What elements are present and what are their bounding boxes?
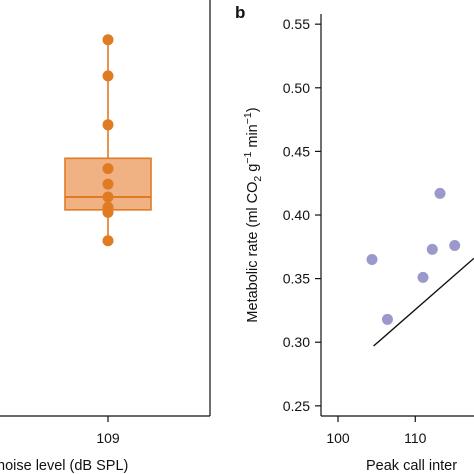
data-point xyxy=(102,206,114,218)
scatter-point xyxy=(449,240,461,252)
y-tick-label: 0.40 xyxy=(283,207,310,223)
y-tick-label: 0.45 xyxy=(283,143,310,159)
panel-a-points xyxy=(102,34,114,247)
y-tick-label: 0.50 xyxy=(283,80,310,96)
panel-b-x-axis-label: Peak call inter xyxy=(366,458,457,474)
scatter-point xyxy=(417,271,429,283)
panel-a-x-axis-label: noise level (dB SPL) xyxy=(0,458,128,474)
panel-b-fit-line xyxy=(373,257,474,347)
data-point xyxy=(102,235,114,247)
panel-b-x-ticks: 100 110 xyxy=(326,416,427,446)
panel-b-points xyxy=(366,187,461,325)
panel-b-letter: b xyxy=(235,3,245,22)
panel-a: 109 noise level (dB SPL) xyxy=(0,0,211,474)
panel-a-x-ticks: 109 xyxy=(96,416,120,446)
y-label-part: −1 xyxy=(242,112,254,124)
scatter-point xyxy=(366,254,378,266)
y-label-part: 2 xyxy=(252,176,264,182)
data-point xyxy=(102,70,114,82)
y-tick-label: 0.30 xyxy=(283,334,310,350)
data-point xyxy=(102,191,114,203)
y-tick-label: 0.35 xyxy=(283,271,310,287)
x-tick-label: 100 xyxy=(326,430,350,446)
y-label-part: min xyxy=(245,124,261,151)
panel-b: b 0.25 0.30 0.35 0.40 0.45 0.50 0.55 100 110 Me… xyxy=(235,3,474,474)
x-tick-label: 110 xyxy=(404,430,427,446)
y-tick-label: 0.55 xyxy=(283,16,310,32)
scatter-point xyxy=(434,187,446,199)
y-label-part: Metabolic rate (ml CO xyxy=(245,182,261,323)
y-label-part: g xyxy=(245,164,261,176)
y-tick-label: 0.25 xyxy=(283,398,310,414)
data-point xyxy=(102,119,114,131)
panel-b-y-ticks: 0.25 0.30 0.35 0.40 0.45 0.50 0.55 xyxy=(283,16,321,414)
panel-b-y-axis-label: Metabolic rate (ml CO2 g−1 min−1) xyxy=(242,107,264,322)
scatter-point xyxy=(381,313,393,325)
data-point xyxy=(102,178,114,190)
data-point xyxy=(102,163,114,175)
scatter-point xyxy=(426,243,438,255)
y-label-part: −1 xyxy=(242,152,254,164)
data-point xyxy=(102,34,114,46)
x-tick-label: 109 xyxy=(96,430,120,446)
y-label-part: ) xyxy=(245,107,261,112)
